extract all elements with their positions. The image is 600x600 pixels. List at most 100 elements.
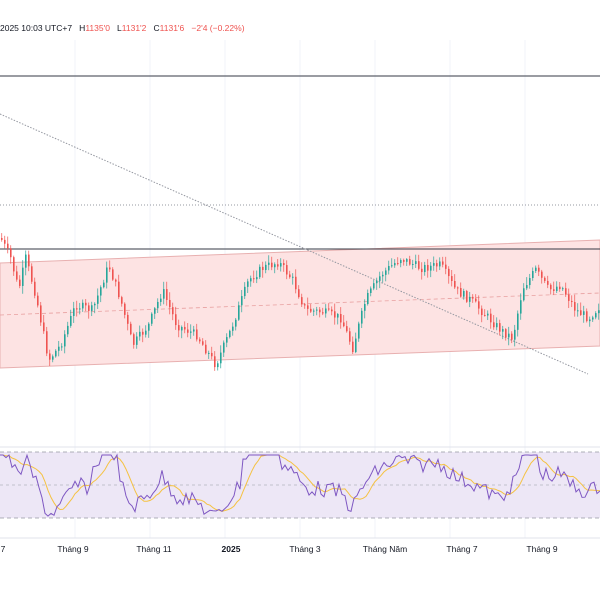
x-axis-label: Tháng 11 — [136, 544, 172, 554]
candle-body — [178, 325, 180, 331]
candle-body — [214, 356, 216, 368]
candle-body — [346, 326, 348, 332]
legend-close-value: 1131'6 — [159, 23, 185, 33]
candle-body — [37, 295, 39, 306]
candle-body — [544, 277, 546, 281]
candle-body — [451, 276, 453, 281]
candle-body — [550, 284, 552, 290]
candle-body — [568, 294, 570, 301]
candle-body — [481, 308, 483, 316]
candle-body — [478, 301, 480, 309]
candle-body — [559, 286, 561, 290]
candle-body — [157, 301, 159, 309]
candle-body — [538, 267, 540, 272]
candle-body — [547, 280, 549, 285]
candle-body — [43, 322, 45, 332]
candle-body — [493, 322, 495, 328]
candle-body — [523, 288, 525, 301]
candle-body — [421, 268, 423, 273]
candle-body — [457, 287, 459, 289]
candle-body — [307, 305, 309, 309]
legend-low-label: L — [117, 23, 122, 33]
candle-body — [586, 311, 588, 322]
x-axis-label: 2025 — [221, 544, 241, 554]
candle-body — [496, 323, 498, 328]
candle-body — [556, 286, 558, 291]
candle-body — [391, 265, 393, 267]
x-axis-label: Tháng 9 — [57, 544, 89, 554]
candle-body — [55, 350, 57, 357]
candle-body — [106, 267, 108, 283]
candle-body — [520, 300, 522, 314]
candle-body — [289, 274, 291, 278]
candle-body — [328, 308, 330, 310]
candle-body — [352, 341, 354, 353]
candle-body — [430, 265, 432, 271]
candle-body — [487, 313, 489, 316]
candle-body — [541, 271, 543, 278]
candle-body — [484, 315, 486, 317]
candle-body — [505, 329, 507, 338]
candle-body — [361, 310, 363, 324]
candle-body — [124, 303, 126, 315]
candle-body — [259, 266, 261, 278]
candle-body — [28, 254, 30, 267]
candle-body — [367, 292, 369, 304]
candle-body — [70, 315, 72, 326]
candle-body — [82, 302, 84, 309]
candle-body — [397, 263, 399, 265]
candle-body — [535, 267, 537, 271]
downtrend-line[interactable] — [0, 113, 589, 375]
candle-body — [193, 329, 195, 332]
time-axis[interactable]: 7 Tháng 9 Tháng 11 2025 Tháng 3 Tháng Nă… — [0, 540, 600, 560]
candle-body — [136, 336, 138, 345]
candle-body — [235, 319, 237, 327]
candle-body — [94, 303, 96, 306]
candle-body — [310, 308, 312, 312]
candle-body — [574, 302, 576, 311]
candle-body — [439, 261, 441, 267]
candle-body — [241, 296, 243, 306]
candle-body — [418, 261, 420, 269]
x-axis-label: Tháng 3 — [289, 544, 321, 554]
candle-body — [400, 260, 402, 264]
candle-body — [499, 323, 501, 332]
candle-body — [277, 264, 279, 267]
candle-body — [454, 280, 456, 288]
candle-body — [244, 286, 246, 297]
candle-body — [232, 326, 234, 331]
candle-body — [187, 329, 189, 333]
candle-body — [223, 342, 225, 353]
candle-body — [127, 314, 129, 324]
candle-body — [595, 313, 597, 318]
candle-body — [52, 356, 54, 360]
candle-body — [40, 305, 42, 323]
candle-body — [316, 309, 318, 311]
candle-body — [580, 310, 582, 315]
candle-body — [394, 263, 396, 266]
candle-body — [436, 263, 438, 267]
candle-body — [103, 282, 105, 288]
candle-body — [7, 243, 9, 249]
candle-body — [280, 263, 282, 267]
candle-body — [151, 313, 153, 324]
candle-body — [283, 263, 285, 266]
candle-body — [349, 331, 351, 342]
candle-body — [220, 352, 222, 364]
candle-body — [13, 257, 15, 272]
candle-body — [460, 288, 462, 297]
legend-date: 2025 10:03 UTC+7 — [0, 23, 73, 33]
candle-body — [253, 278, 255, 280]
candle-body — [31, 266, 33, 282]
candle-body — [208, 352, 210, 354]
candle-body — [4, 239, 6, 244]
candle-body — [427, 264, 429, 271]
candle-body — [85, 302, 87, 306]
candle-body — [298, 289, 300, 298]
candle-body — [526, 285, 528, 289]
candle-body — [256, 277, 258, 280]
price-channel[interactable] — [0, 239, 600, 369]
candle-body — [229, 330, 231, 338]
candle-body — [598, 310, 600, 314]
